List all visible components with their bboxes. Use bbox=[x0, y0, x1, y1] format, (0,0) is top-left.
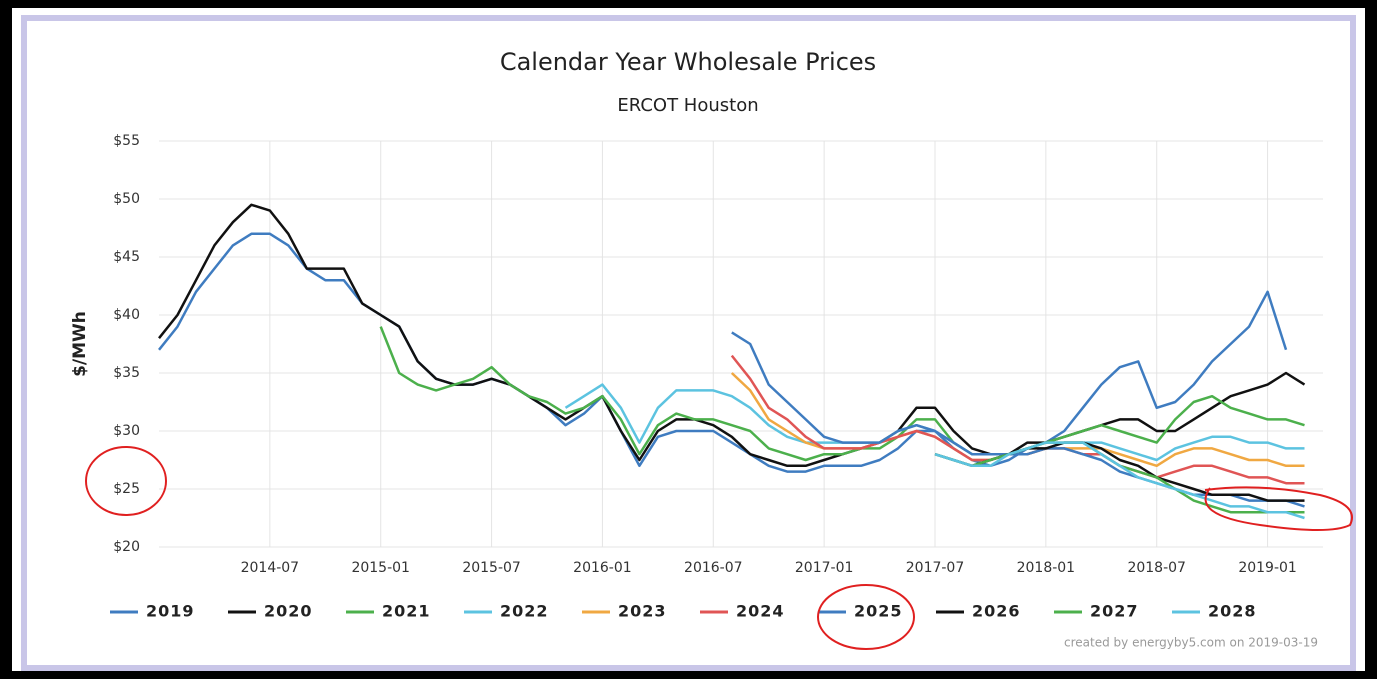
legend-label: 2019 bbox=[146, 602, 195, 621]
y-tick-label: $25 bbox=[113, 481, 140, 497]
credit: created by energyby5.com on 2019-03-19 bbox=[1064, 636, 1318, 650]
legend-label: 2027 bbox=[1090, 602, 1139, 621]
y-tick-label: $20 bbox=[113, 539, 140, 555]
chart-title: Calendar Year Wholesale Prices bbox=[500, 48, 876, 76]
legend-label: 2021 bbox=[382, 602, 431, 621]
y-axis-label: $/MWh bbox=[70, 311, 90, 377]
y-tick-label: $35 bbox=[113, 365, 140, 381]
x-tick-label: 2014-07 bbox=[241, 560, 300, 576]
x-tick-label: 2017-07 bbox=[906, 560, 965, 576]
legend-label: 2026 bbox=[972, 602, 1021, 621]
legend-label: 2028 bbox=[1208, 602, 1257, 621]
chart-subtitle: ERCOT Houston bbox=[617, 95, 758, 116]
x-tick-label: 2017-01 bbox=[795, 560, 854, 576]
chart-panel bbox=[21, 15, 1356, 671]
series-line bbox=[158, 232, 1288, 473]
legend-label: 2020 bbox=[264, 602, 313, 621]
x-tick-label: 2018-07 bbox=[1127, 560, 1186, 576]
y-tick-label: $45 bbox=[113, 249, 140, 265]
series-line bbox=[379, 326, 1305, 462]
legend-label: 2024 bbox=[736, 602, 785, 621]
x-tick-label: 2019-01 bbox=[1238, 560, 1297, 576]
x-tick-label: 2018-01 bbox=[1017, 560, 1076, 576]
y-tick-label: $50 bbox=[113, 191, 140, 207]
legend-label: 2023 bbox=[618, 602, 667, 621]
x-tick-label: 2015-07 bbox=[462, 560, 521, 576]
x-tick-label: 2016-07 bbox=[684, 560, 743, 576]
plot-area: $20 $25 $30 $35 $40 $45 $50 $55 2014-07 2015-01 20… bbox=[113, 133, 1323, 576]
y-tick-label: $55 bbox=[113, 133, 140, 149]
legend-label: 2022 bbox=[500, 602, 549, 621]
legend-label: 2025 bbox=[854, 602, 903, 621]
series-line bbox=[158, 203, 1306, 468]
annotation-circle bbox=[85, 446, 167, 516]
x-tick-label: 2015-01 bbox=[351, 560, 410, 576]
annotation-circle bbox=[817, 584, 915, 650]
y-tick-label: $30 bbox=[113, 423, 140, 439]
y-tick-label: $40 bbox=[113, 307, 140, 323]
legend: 2019 2020 2021 2022 2023 2024 2025 2026 2027 2028 bbox=[110, 602, 1257, 621]
annotation-circle bbox=[1204, 486, 1353, 531]
series-line bbox=[934, 441, 1305, 520]
x-tick-label: 2016-01 bbox=[573, 560, 632, 576]
